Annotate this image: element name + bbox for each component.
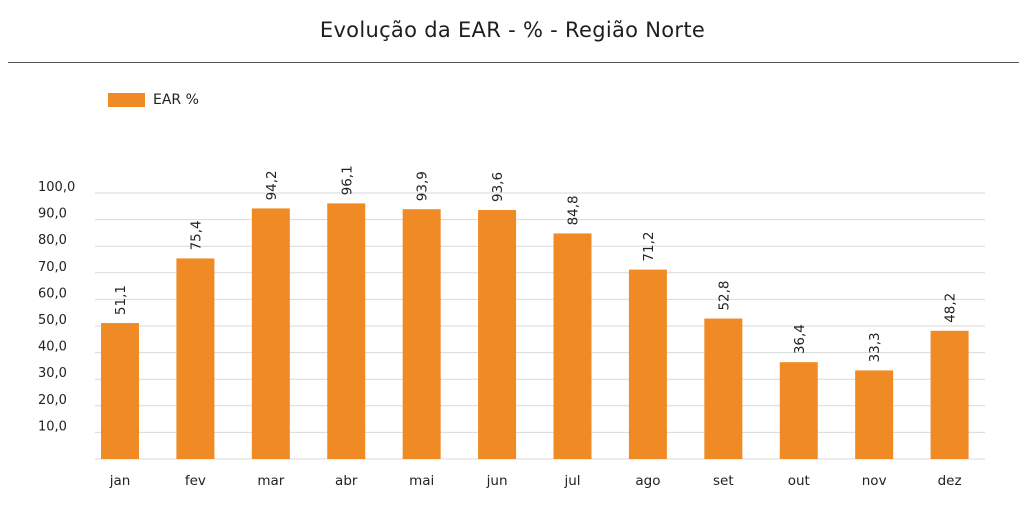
y-tick-label: 70,0 bbox=[38, 260, 67, 275]
bar-mar bbox=[251, 208, 290, 459]
y-tick-label: 80,0 bbox=[38, 233, 67, 248]
bar-mai bbox=[402, 209, 441, 459]
data-label: 48,2 bbox=[943, 293, 959, 323]
y-tick-label: 50,0 bbox=[38, 313, 67, 328]
y-tick-label: 40,0 bbox=[38, 340, 67, 355]
bar-dez bbox=[930, 330, 969, 459]
bar-jun bbox=[478, 210, 517, 459]
x-tick-label: set bbox=[713, 473, 734, 489]
x-tick-label: fev bbox=[185, 473, 206, 489]
data-label: 71,2 bbox=[641, 232, 657, 262]
data-label: 33,3 bbox=[867, 332, 883, 362]
bar-jul bbox=[553, 233, 592, 459]
x-tick-label: jul bbox=[563, 473, 580, 489]
y-tick-label: 30,0 bbox=[38, 366, 67, 381]
bar-fev bbox=[176, 258, 215, 459]
data-label: 84,8 bbox=[566, 195, 582, 225]
x-tick-label: jan bbox=[109, 473, 131, 489]
data-label: 94,2 bbox=[264, 170, 280, 200]
x-tick-label: mar bbox=[257, 473, 284, 489]
data-label: 52,8 bbox=[716, 280, 732, 310]
title-divider bbox=[8, 62, 1019, 63]
chart-title: Evolução da EAR - % - Região Norte bbox=[319, 18, 706, 42]
y-tick-label: 100,0 bbox=[38, 180, 75, 195]
bar-ago bbox=[628, 269, 667, 459]
data-label: 36,4 bbox=[792, 324, 808, 354]
bar-out bbox=[779, 362, 818, 459]
bar-abr bbox=[327, 203, 366, 459]
bar-set bbox=[704, 318, 743, 459]
data-label: 93,6 bbox=[490, 172, 506, 202]
data-label: 51,1 bbox=[113, 285, 129, 315]
x-tick-label: ago bbox=[635, 473, 660, 489]
legend-swatch bbox=[108, 93, 145, 107]
data-label: 93,9 bbox=[415, 171, 431, 201]
data-label: 75,4 bbox=[188, 220, 204, 250]
chart-legend: EAR % bbox=[108, 92, 199, 108]
y-tick-label: 10,0 bbox=[38, 419, 67, 434]
y-tick-label: 90,0 bbox=[38, 207, 67, 222]
x-tick-label: nov bbox=[862, 473, 887, 489]
x-tick-label: abr bbox=[335, 473, 358, 489]
x-tick-label: jun bbox=[486, 473, 508, 489]
x-tick-label: out bbox=[788, 473, 810, 489]
y-tick-label: 20,0 bbox=[38, 393, 67, 408]
x-tick-label: mai bbox=[409, 473, 434, 489]
bar-nov bbox=[855, 370, 894, 459]
data-label: 96,1 bbox=[339, 165, 355, 195]
legend-label: EAR % bbox=[153, 92, 199, 108]
x-tick-label: dez bbox=[938, 473, 962, 489]
y-tick-label: 60,0 bbox=[38, 286, 67, 301]
bar-jan bbox=[101, 323, 139, 459]
